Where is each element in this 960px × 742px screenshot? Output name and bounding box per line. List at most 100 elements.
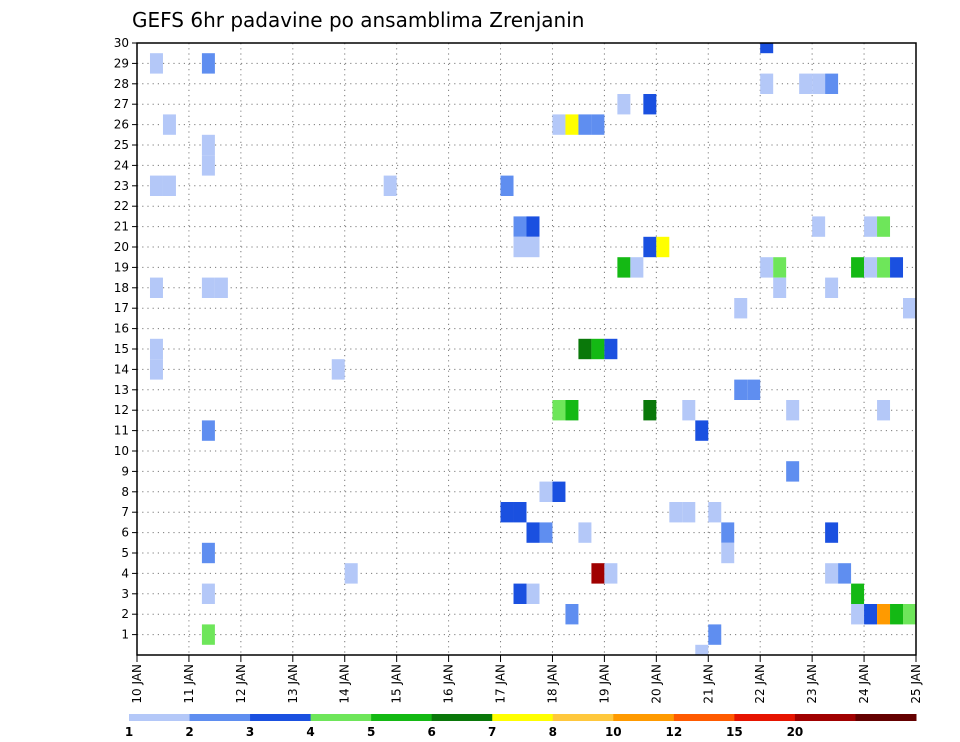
precip-cell <box>708 624 722 645</box>
precip-cell <box>513 583 527 604</box>
colorbar-segment <box>371 714 433 721</box>
colorbar-segment <box>855 714 917 721</box>
y-axis-ticks: 1234567891011121314151617181920212223242… <box>114 36 137 642</box>
y-tick-label: 18 <box>114 281 129 295</box>
precip-cell <box>617 94 631 115</box>
precip-cell <box>656 236 670 258</box>
precip-cell <box>201 53 215 74</box>
precip-cell <box>682 502 696 523</box>
precip-cell <box>591 338 605 360</box>
y-tick-label: 11 <box>114 424 129 438</box>
precip-cell <box>643 94 657 115</box>
precip-cell <box>149 338 163 360</box>
precip-cell <box>565 114 579 135</box>
precip-cell <box>201 624 215 645</box>
precip-cell <box>578 338 592 360</box>
y-tick-label: 10 <box>114 444 129 458</box>
precip-cells <box>149 43 916 655</box>
precip-cell <box>825 73 839 94</box>
colorbar-segment <box>734 714 796 721</box>
precip-cell <box>201 420 215 441</box>
x-tick-label: 10 JAN <box>130 664 144 704</box>
y-tick-label: 12 <box>114 403 129 417</box>
colorbar-label: 4 <box>306 725 314 739</box>
x-tick-label: 23 JAN <box>805 664 819 704</box>
colorbar-segment <box>673 714 735 721</box>
precip-cell <box>877 400 891 421</box>
precip-cell <box>825 563 839 584</box>
precip-cell <box>500 502 514 523</box>
x-tick-label: 16 JAN <box>442 664 456 704</box>
colorbar-segment <box>613 714 675 721</box>
precip-cell <box>565 604 579 625</box>
precip-cell <box>721 522 735 543</box>
plot-frame <box>136 42 917 656</box>
precip-cell <box>513 502 527 523</box>
y-tick-label: 22 <box>114 199 129 213</box>
precip-cell <box>877 604 891 625</box>
colorbar-segment <box>492 714 554 721</box>
precip-cell <box>734 379 748 400</box>
precip-cell <box>851 257 865 278</box>
precip-cell <box>760 257 774 278</box>
precip-cell <box>513 236 527 258</box>
colorbar-label: 1 <box>125 725 133 739</box>
colorbar-segment <box>189 714 251 721</box>
y-tick-label: 30 <box>114 36 129 50</box>
precip-cell <box>890 604 904 625</box>
x-tick-label: 12 JAN <box>234 664 248 704</box>
precip-cell <box>591 563 605 584</box>
precip-cell <box>578 522 592 543</box>
colorbar-segment <box>310 714 372 721</box>
precip-cell <box>201 155 215 176</box>
precip-cell <box>539 522 553 543</box>
y-tick-label: 25 <box>114 138 129 152</box>
precip-cell <box>149 53 163 74</box>
precip-cell <box>864 257 878 278</box>
x-axis-ticks: 10 JAN 11 JAN 12 JAN 13 JAN 14 JAN 15 JAN 16 J… <box>130 655 923 704</box>
y-tick-label: 4 <box>121 566 129 580</box>
y-tick-label: 19 <box>114 260 129 274</box>
precip-cell <box>799 73 813 94</box>
precip-cell <box>877 216 891 237</box>
colorbar-label: 8 <box>549 725 557 739</box>
precip-cell <box>812 216 826 237</box>
colorbar: 1 2 3 4 5 6 7 8 10 12 15 20 <box>125 714 917 739</box>
precip-cell <box>643 236 657 258</box>
y-tick-label: 6 <box>121 526 129 540</box>
precip-cell <box>760 43 774 54</box>
precip-cell <box>604 338 618 360</box>
colorbar-label: 15 <box>726 725 743 739</box>
precip-cell <box>331 359 345 380</box>
precip-cell <box>201 277 215 298</box>
precip-cell <box>552 114 566 135</box>
x-tick-label: 11 JAN <box>182 664 196 704</box>
precip-cell <box>513 216 527 237</box>
precip-cell <box>630 257 644 278</box>
y-tick-label: 13 <box>114 383 129 397</box>
precip-cell <box>565 400 579 421</box>
precip-cell <box>149 277 163 298</box>
y-tick-label: 1 <box>121 628 129 642</box>
x-tick-label: 20 JAN <box>649 664 663 704</box>
colorbar-segment <box>552 714 614 721</box>
colorbar-segment <box>794 714 856 721</box>
precip-cell <box>201 542 215 564</box>
x-tick-label: 19 JAN <box>597 664 611 704</box>
precip-cell <box>708 502 722 523</box>
precip-cell <box>747 379 761 400</box>
precip-cell <box>786 461 800 482</box>
precip-cell <box>903 298 916 319</box>
precip-cell <box>773 277 787 298</box>
precip-cell <box>851 604 865 625</box>
precip-cell <box>149 175 163 196</box>
colorbar-label: 7 <box>488 725 496 739</box>
y-tick-label: 24 <box>114 158 129 172</box>
precip-cell <box>890 257 904 278</box>
precip-cell <box>526 216 540 237</box>
x-tick-label: 25 JAN <box>909 664 923 704</box>
colorbar-label: 20 <box>787 725 804 739</box>
precip-cell <box>149 359 163 380</box>
precip-cell <box>552 481 566 502</box>
colorbar-label: 12 <box>665 725 682 739</box>
